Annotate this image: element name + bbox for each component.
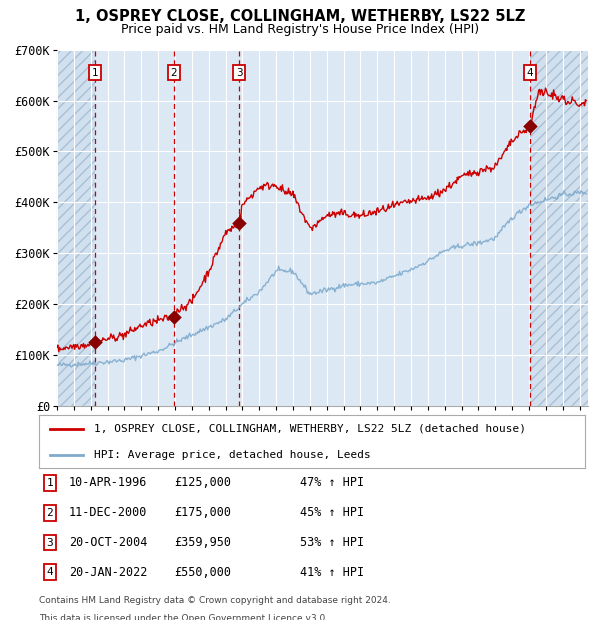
Text: Price paid vs. HM Land Registry's House Price Index (HPI): Price paid vs. HM Land Registry's House … <box>121 23 479 36</box>
Point <box>234 218 244 228</box>
Text: 2: 2 <box>170 68 178 78</box>
Text: 1: 1 <box>46 478 53 488</box>
Text: £175,000: £175,000 <box>174 507 231 519</box>
Text: 3: 3 <box>236 68 242 78</box>
Text: 10-APR-1996: 10-APR-1996 <box>69 477 148 489</box>
Bar <box>530 50 588 406</box>
Text: £550,000: £550,000 <box>174 566 231 578</box>
Bar <box>57 50 95 406</box>
Text: 47% ↑ HPI: 47% ↑ HPI <box>300 477 364 489</box>
Text: 41% ↑ HPI: 41% ↑ HPI <box>300 566 364 578</box>
Text: 20-JAN-2022: 20-JAN-2022 <box>69 566 148 578</box>
Text: £125,000: £125,000 <box>174 477 231 489</box>
Text: 11-DEC-2000: 11-DEC-2000 <box>69 507 148 519</box>
Bar <box>530 50 588 406</box>
Text: 1, OSPREY CLOSE, COLLINGHAM, WETHERBY, LS22 5LZ (detached house): 1, OSPREY CLOSE, COLLINGHAM, WETHERBY, L… <box>94 423 526 433</box>
Point <box>169 312 179 322</box>
Text: 1: 1 <box>92 68 98 78</box>
Text: 2: 2 <box>46 508 53 518</box>
Text: Contains HM Land Registry data © Crown copyright and database right 2024.: Contains HM Land Registry data © Crown c… <box>39 596 391 606</box>
Text: 4: 4 <box>527 68 533 78</box>
Text: 3: 3 <box>46 538 53 547</box>
Text: 45% ↑ HPI: 45% ↑ HPI <box>300 507 364 519</box>
Text: £359,950: £359,950 <box>174 536 231 549</box>
Text: 53% ↑ HPI: 53% ↑ HPI <box>300 536 364 549</box>
Point <box>525 121 535 131</box>
Text: 4: 4 <box>46 567 53 577</box>
Text: This data is licensed under the Open Government Licence v3.0.: This data is licensed under the Open Gov… <box>39 614 328 620</box>
Text: 1, OSPREY CLOSE, COLLINGHAM, WETHERBY, LS22 5LZ: 1, OSPREY CLOSE, COLLINGHAM, WETHERBY, L… <box>75 9 525 24</box>
Point <box>91 337 100 347</box>
Text: 20-OCT-2004: 20-OCT-2004 <box>69 536 148 549</box>
Bar <box>57 50 95 406</box>
Text: HPI: Average price, detached house, Leeds: HPI: Average price, detached house, Leed… <box>94 450 370 460</box>
